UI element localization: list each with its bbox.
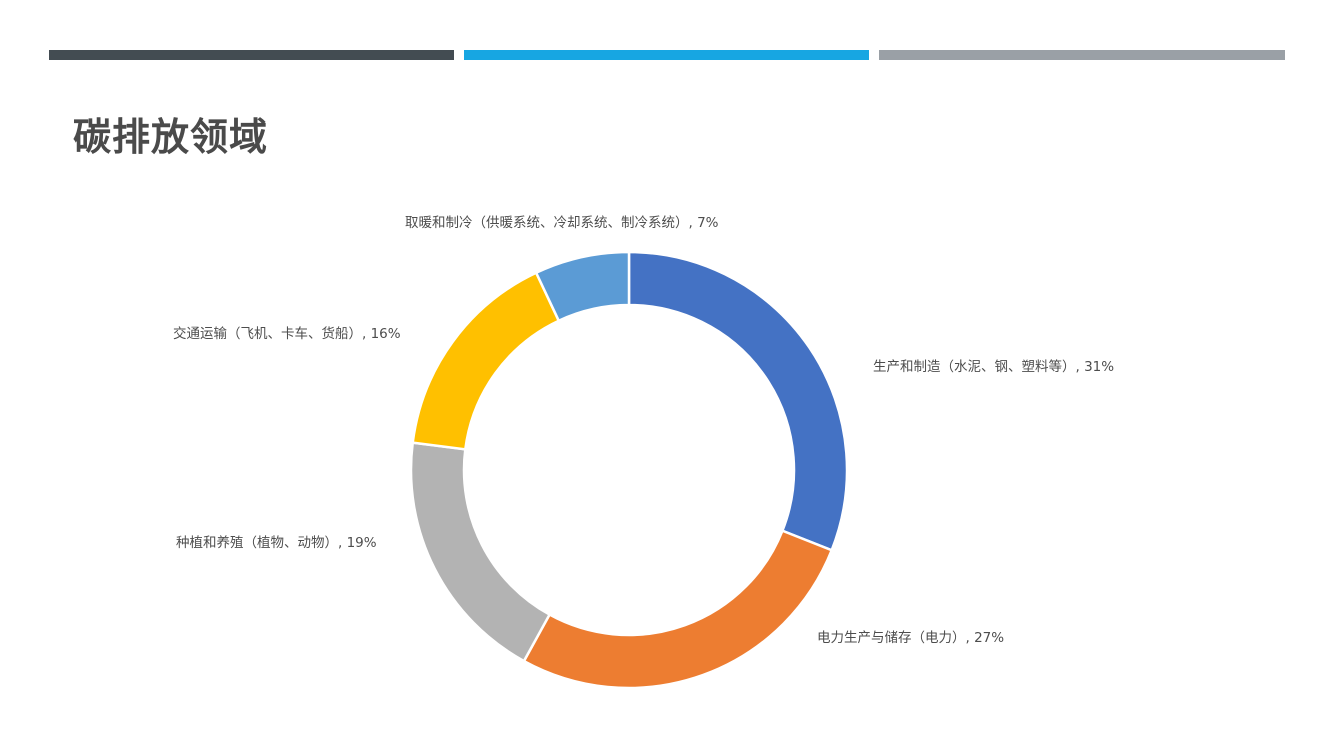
slice-label-4: 交通运输（飞机、卡车、货船）, 16% bbox=[173, 325, 401, 342]
page-title: 碳排放领域 bbox=[73, 115, 269, 159]
top-accent-bar-blue bbox=[464, 50, 869, 60]
slice-label-2: 电力生产与储存（电力）, 27% bbox=[817, 630, 1004, 646]
donut-slice-1 bbox=[627, 250, 849, 552]
slice-label-3: 种植和养殖（植物、动物）, 19% bbox=[176, 534, 377, 551]
slice-label-5: 取暖和制冷（供暖系统、冷却系统、制冷系统）, 7% bbox=[405, 215, 719, 231]
donut-slice-3 bbox=[409, 441, 552, 663]
top-accent-bar-dark bbox=[49, 50, 454, 60]
top-accent-bar-gray bbox=[879, 50, 1285, 60]
donut-slice-4 bbox=[411, 271, 561, 451]
donut-slice-2 bbox=[522, 529, 834, 690]
slice-label-1: 生产和制造（水泥、钢、塑料等）, 31% bbox=[873, 358, 1114, 375]
donut-slice-5 bbox=[534, 250, 631, 323]
